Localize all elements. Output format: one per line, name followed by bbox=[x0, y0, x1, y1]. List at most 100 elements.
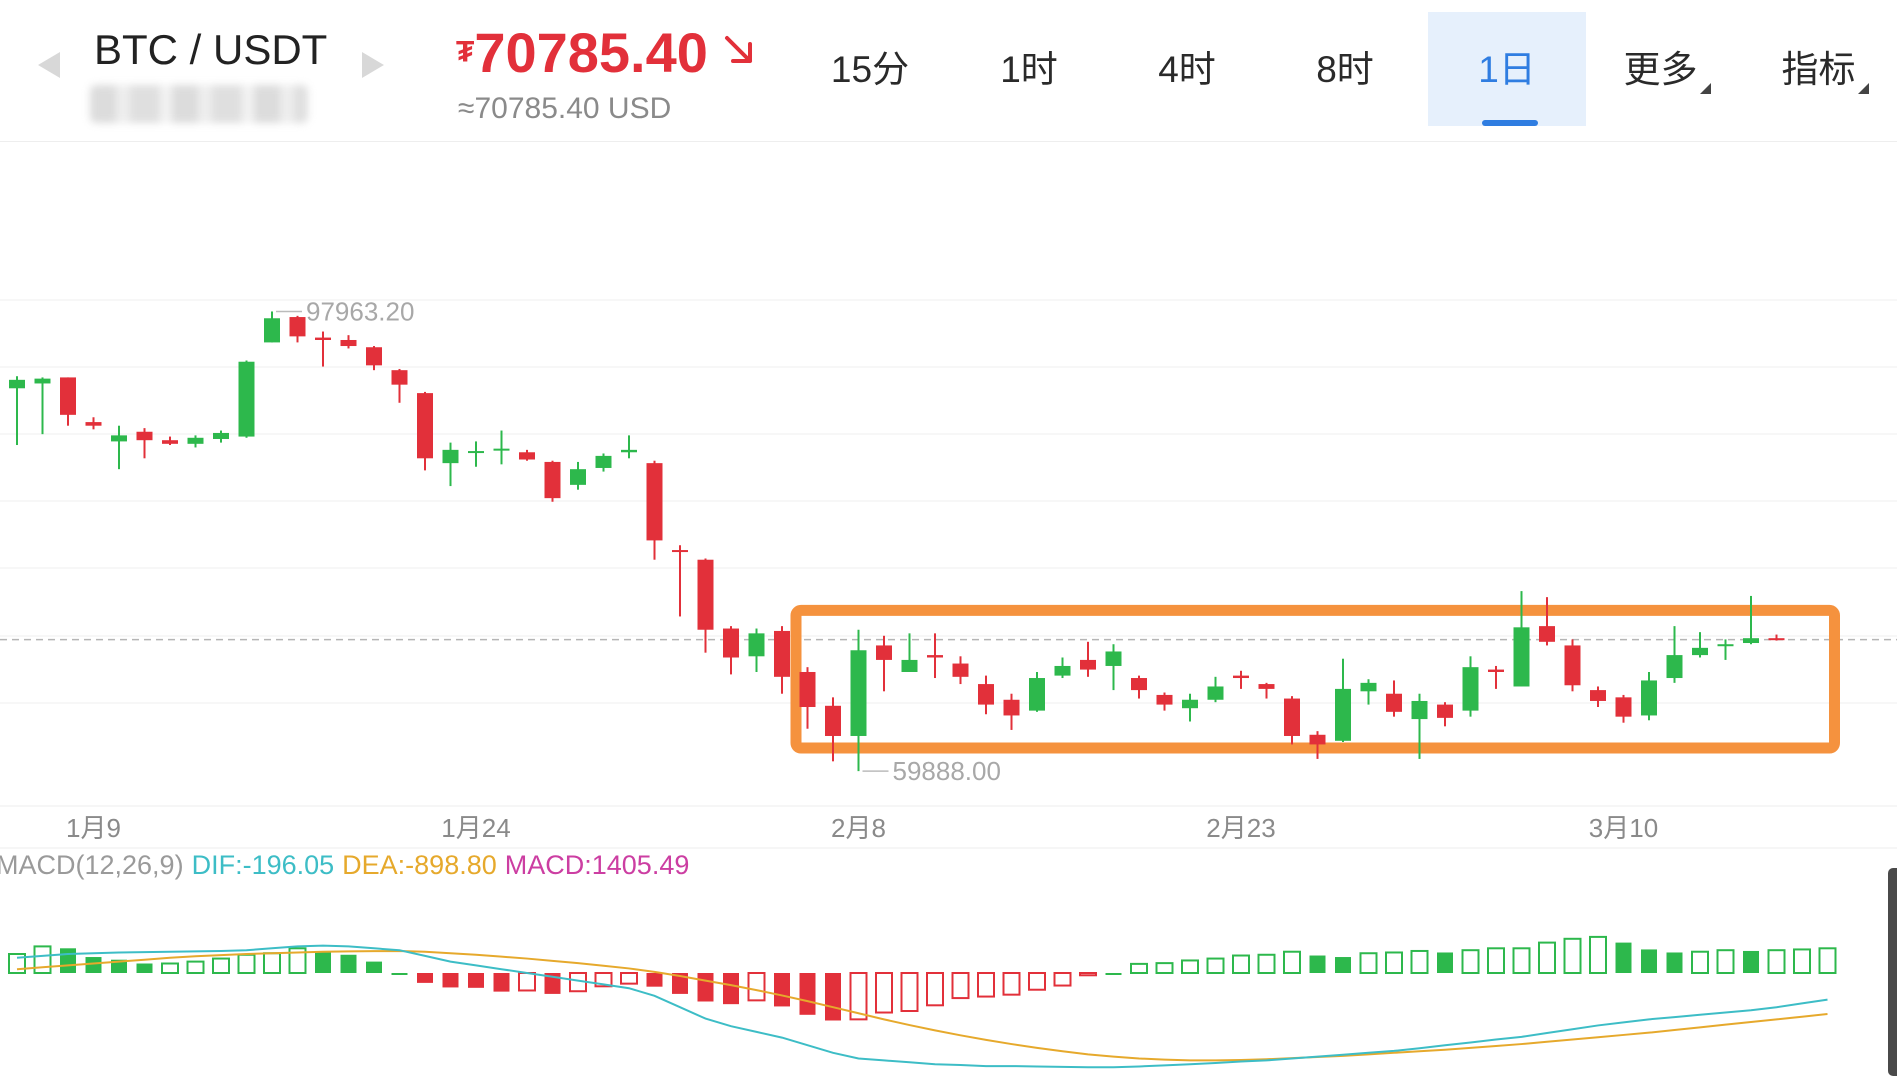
macd-histogram-bar bbox=[1538, 941, 1556, 974]
tab-more[interactable]: 更多 bbox=[1588, 12, 1746, 126]
macd-histogram-bar bbox=[315, 951, 331, 973]
macd-histogram-bar bbox=[1359, 952, 1378, 974]
macd-histogram-bar bbox=[1283, 950, 1301, 974]
arrow-down-right-icon bbox=[722, 33, 756, 72]
candle-body bbox=[187, 437, 204, 444]
candle-body bbox=[1309, 734, 1326, 745]
macd-histogram-bar bbox=[493, 973, 510, 992]
candle-body bbox=[9, 379, 25, 389]
candle-body bbox=[391, 370, 408, 385]
candle-body bbox=[1080, 659, 1096, 670]
macd-histogram-bar bbox=[900, 972, 919, 1012]
tab-15m[interactable]: 15分 bbox=[830, 49, 910, 90]
x-tick-label: 1月24 bbox=[441, 813, 510, 843]
macd-histogram-bar bbox=[212, 957, 230, 974]
candle-body bbox=[952, 663, 969, 677]
macd-histogram-bar bbox=[951, 972, 970, 1000]
candle-body bbox=[723, 628, 739, 658]
candle-body bbox=[876, 645, 892, 660]
pair-subtitle-blurred bbox=[90, 85, 308, 123]
candle-body bbox=[1258, 684, 1275, 689]
macd-histogram-bar bbox=[1079, 972, 1097, 977]
macd-dif-value: DIF:-196.05 bbox=[191, 850, 335, 880]
candle-body bbox=[1360, 682, 1377, 692]
dropdown-caret-icon bbox=[1699, 83, 1711, 94]
candle-body bbox=[60, 377, 76, 415]
candle-body bbox=[1743, 638, 1759, 644]
macd-histogram-bar bbox=[774, 973, 790, 1007]
high-price-label: 97963.20 bbox=[306, 296, 414, 326]
header-divider bbox=[0, 141, 1897, 142]
candle-body bbox=[1564, 645, 1581, 686]
macd-histogram-bar bbox=[672, 973, 688, 994]
candle-body bbox=[1666, 655, 1683, 679]
macd-histogram-bar bbox=[161, 962, 179, 974]
candle-body bbox=[1233, 675, 1249, 679]
tab-1h[interactable]: 1时 bbox=[1000, 49, 1058, 90]
macd-histogram-bar bbox=[1461, 949, 1480, 975]
candle-body bbox=[34, 378, 51, 384]
macd-histogram-bar bbox=[33, 945, 52, 975]
macd-histogram-bar bbox=[366, 961, 382, 973]
macd-histogram-bar bbox=[723, 973, 739, 1005]
side-scroll-handle[interactable] bbox=[1888, 868, 1897, 1076]
macd-histogram-bar bbox=[1335, 957, 1351, 973]
macd-histogram-bar bbox=[1437, 952, 1453, 973]
candle-body bbox=[1641, 680, 1657, 716]
macd-dea-line bbox=[16, 949, 1828, 1062]
macd-histogram-bar bbox=[1641, 949, 1657, 973]
tab-8h[interactable]: 8时 bbox=[1316, 49, 1374, 90]
candle-body bbox=[1513, 627, 1530, 687]
header: BTC / USDT ₮70785.40 ≈70785.40 USD 15分 1… bbox=[0, 0, 1897, 142]
candle-body bbox=[621, 449, 637, 453]
candle-body bbox=[1692, 647, 1708, 656]
macd-histogram-bar bbox=[926, 972, 944, 1007]
active-tab-underline bbox=[1482, 120, 1538, 126]
macd-histogram-bar bbox=[8, 953, 26, 974]
macd-histogram-bar bbox=[697, 973, 714, 1002]
candle-body bbox=[697, 559, 714, 630]
candle-body bbox=[901, 659, 918, 672]
candle-body bbox=[1488, 669, 1504, 672]
candle-body bbox=[442, 449, 459, 464]
candle-body bbox=[519, 452, 535, 460]
candle-body bbox=[417, 393, 433, 459]
candlestick-chart[interactable]: 97963.20 59888.00 1月9 1月24 2月8 2月23 3月10 bbox=[0, 142, 1897, 1080]
macd-histogram-bar bbox=[1155, 962, 1174, 974]
macd-histogram-bar bbox=[1666, 952, 1683, 973]
macd-dea-value: DEA:-898.80 bbox=[342, 850, 497, 880]
candle-body bbox=[748, 633, 765, 657]
macd-value: MACD:1405.49 bbox=[504, 850, 690, 880]
macd-histogram-bar bbox=[391, 973, 408, 975]
prev-pair-arrow-icon[interactable] bbox=[38, 52, 60, 78]
next-pair-arrow-icon[interactable] bbox=[362, 52, 384, 78]
candle-body bbox=[1717, 644, 1734, 647]
tab-4h[interactable]: 4时 bbox=[1158, 49, 1216, 90]
macd-histogram-bar bbox=[1002, 972, 1021, 996]
candle-body bbox=[1182, 699, 1198, 709]
usd-price: ≈70785.40 USD bbox=[458, 92, 672, 125]
candle-body bbox=[340, 339, 357, 347]
macd-histogram-bar bbox=[136, 963, 153, 973]
candle-body bbox=[468, 451, 484, 454]
candle-body bbox=[1462, 667, 1479, 711]
macd-histogram-bar bbox=[1053, 972, 1072, 987]
candle-body bbox=[1539, 626, 1555, 642]
macd-histogram-bar bbox=[1130, 962, 1148, 975]
macd-histogram-bar bbox=[186, 960, 205, 974]
macd-histogram-bar bbox=[646, 973, 663, 987]
tab-indicators[interactable]: 指标 bbox=[1746, 12, 1897, 126]
x-tick-label: 2月23 bbox=[1206, 813, 1275, 843]
candle-body bbox=[799, 671, 816, 708]
candle-body bbox=[646, 463, 663, 541]
macd-histogram-bar bbox=[468, 973, 484, 988]
macd-histogram-bar bbox=[875, 972, 893, 1014]
macd-histogram-bar bbox=[1410, 949, 1429, 975]
macd-histogram-bar bbox=[288, 947, 307, 974]
macd-histogram-bar bbox=[620, 972, 638, 985]
macd-histogram-bar bbox=[1512, 947, 1531, 974]
last-price: 70785.40 bbox=[474, 21, 708, 84]
pair-title[interactable]: BTC / USDT bbox=[94, 26, 328, 73]
tab-1d[interactable]: 1日 bbox=[1428, 12, 1586, 126]
candle-body bbox=[1590, 690, 1606, 701]
